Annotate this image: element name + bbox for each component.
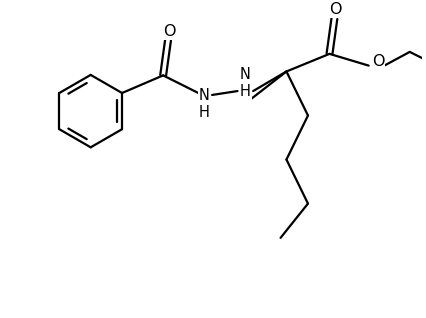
Text: O: O (162, 24, 175, 39)
Text: N
H: N H (239, 67, 250, 100)
Text: O: O (328, 2, 341, 17)
Text: N
H: N H (199, 87, 209, 120)
Text: O: O (371, 54, 384, 69)
